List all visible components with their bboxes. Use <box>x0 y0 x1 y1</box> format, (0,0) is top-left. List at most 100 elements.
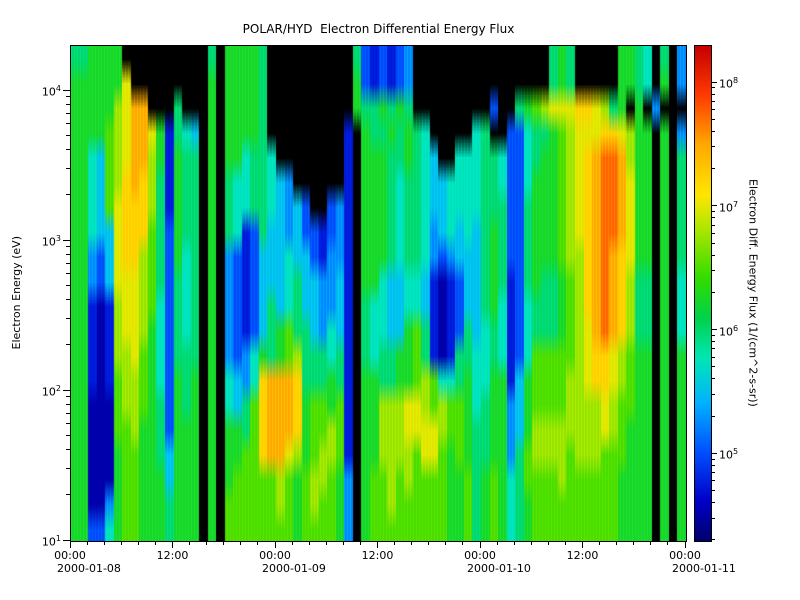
cbar-minor-tick <box>712 232 715 234</box>
y-tick <box>63 389 70 391</box>
cbar-minor-tick <box>712 224 715 226</box>
y-tick-label: 104 <box>41 84 61 99</box>
x-minor-tick <box>206 542 208 545</box>
cbar-minor-tick <box>712 393 715 395</box>
cbar-tick <box>712 329 717 331</box>
cbar-minor-tick <box>712 378 715 380</box>
x-minor-tick <box>496 542 498 545</box>
x-minor-tick <box>445 542 447 545</box>
y-minor-tick <box>66 467 70 469</box>
y-minor-tick <box>66 317 70 319</box>
cbar-minor-tick <box>712 93 715 95</box>
y-minor-tick <box>66 422 70 424</box>
cbar-minor-tick <box>712 490 715 492</box>
x-tick-time-label: 00:00 <box>669 549 701 562</box>
x-tick <box>479 542 481 548</box>
x-minor-tick <box>189 542 191 545</box>
y-minor-tick <box>66 262 70 264</box>
cbar-tick <box>712 81 717 83</box>
x-minor-tick <box>530 542 532 545</box>
x-tick <box>69 542 71 548</box>
y-minor-tick <box>66 434 70 436</box>
cbar-minor-tick <box>712 334 715 336</box>
x-tick <box>582 542 583 548</box>
cbar-minor-tick <box>712 366 715 368</box>
x-tick-time-label: 12:00 <box>156 549 189 562</box>
x-minor-tick <box>411 542 413 545</box>
y-tick <box>63 239 70 241</box>
y-minor-tick <box>66 167 70 169</box>
x-minor-tick <box>120 542 122 545</box>
cbar-minor-tick <box>712 217 715 219</box>
cbar-tick-label: 106 <box>719 323 739 339</box>
x-minor-tick <box>667 542 669 545</box>
cbar-minor-tick <box>712 118 715 120</box>
y-minor-tick <box>66 272 70 274</box>
x-minor-tick <box>257 542 259 545</box>
colorbar-label: Electron Diff. Energy Flux (1/(cm^2-s-sr… <box>744 45 762 540</box>
chart-title: POLAR/HYD Electron Differential Energy F… <box>242 22 515 36</box>
x-minor-tick <box>547 542 549 545</box>
x-tick-time-label: 12:00 <box>566 549 599 562</box>
x-tick <box>172 542 173 548</box>
x-minor-tick <box>342 542 344 545</box>
spectrogram-canvas <box>71 46 686 541</box>
cbar-minor-tick <box>712 109 715 111</box>
x-minor-tick <box>616 542 618 545</box>
cbar-minor-tick <box>712 517 715 519</box>
cbar-minor-tick <box>712 539 715 541</box>
cbar-tick-label: 108 <box>719 76 739 91</box>
x-minor-tick <box>633 542 635 545</box>
y-minor-tick <box>66 412 70 414</box>
x-tick-time-label: 00:00 <box>464 549 496 562</box>
y-axis-label: Electron Energy (eV) <box>8 45 24 540</box>
x-tick-date-label: 2000-01-11 <box>672 562 736 575</box>
cbar-minor-tick <box>712 146 715 148</box>
y-tick-label: 103 <box>41 234 61 249</box>
cbar-minor-tick <box>712 502 715 504</box>
y-minor-tick <box>66 96 70 98</box>
x-minor-tick <box>428 542 430 545</box>
x-minor-tick <box>137 542 139 545</box>
x-minor-tick <box>599 542 601 545</box>
y-minor-tick <box>66 112 70 114</box>
x-minor-tick <box>462 542 464 545</box>
y-minor-tick <box>66 494 70 496</box>
x-tick-time-label: 00:00 <box>54 549 86 562</box>
y-minor-tick <box>66 122 70 124</box>
y-tick <box>63 539 70 541</box>
x-tick-time-label: 00:00 <box>259 549 291 562</box>
colorbar <box>694 45 712 542</box>
x-minor-tick <box>308 542 310 545</box>
cbar-minor-tick <box>712 254 715 256</box>
x-minor-tick <box>291 542 293 545</box>
cbar-minor-tick <box>712 168 715 170</box>
x-minor-tick <box>564 542 566 545</box>
cbar-minor-tick <box>712 291 715 293</box>
x-tick <box>377 542 378 548</box>
cbar-minor-tick <box>712 356 715 358</box>
cbar-tick <box>712 452 717 454</box>
x-minor-tick <box>86 542 88 545</box>
y-minor-tick <box>66 449 70 451</box>
x-tick-date-label: 2000-01-10 <box>467 562 531 575</box>
y-minor-tick <box>66 299 70 301</box>
x-tick <box>274 542 276 548</box>
x-minor-tick <box>223 542 225 545</box>
cbar-minor-tick <box>712 100 715 102</box>
y-minor-tick <box>66 194 70 196</box>
cbar-minor-tick <box>712 242 715 244</box>
x-minor-tick <box>240 542 242 545</box>
cbar-minor-tick <box>712 341 715 343</box>
colorbar-label-text: Electron Diff. Energy Flux (1/(cm^2-s-sr… <box>746 178 760 407</box>
plot-area <box>70 45 687 542</box>
x-tick-date-label: 2000-01-09 <box>262 562 326 575</box>
x-minor-tick <box>154 542 156 545</box>
colorbar-canvas <box>695 46 711 541</box>
cbar-minor-tick <box>712 87 715 89</box>
cbar-minor-tick <box>712 270 715 272</box>
y-tick <box>63 89 70 91</box>
y-minor-tick <box>66 254 70 256</box>
cbar-tick-label: 105 <box>719 447 739 463</box>
